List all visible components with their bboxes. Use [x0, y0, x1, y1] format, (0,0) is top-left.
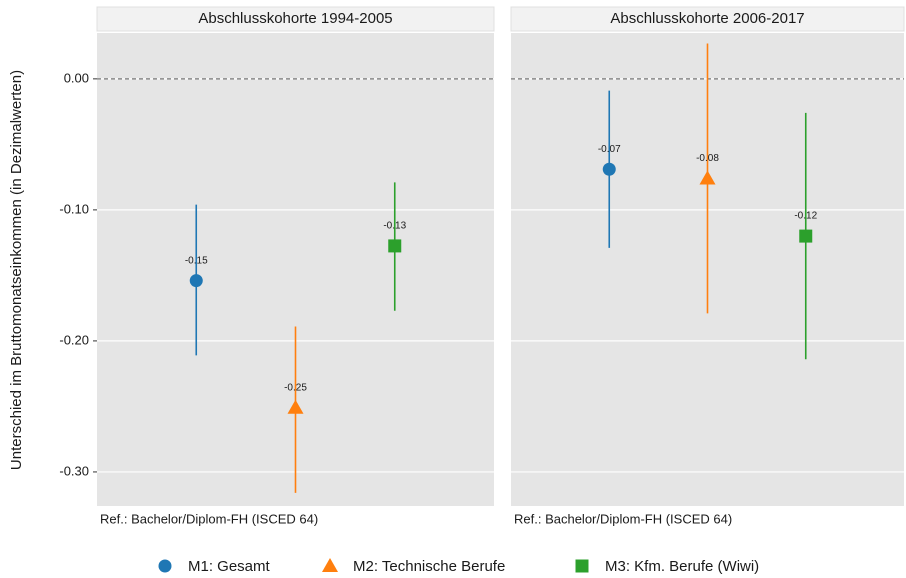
data-label: -0.15 [185, 255, 208, 266]
data-label: -0.12 [794, 211, 817, 222]
y-tick-label: -0.20 [59, 332, 89, 347]
y-tick-label: -0.10 [59, 201, 89, 216]
legend-label: M3: Kfm. Berufe (Wiwi) [605, 558, 759, 575]
point [287, 399, 304, 414]
strip [510, 6, 905, 32]
data-label: -0.13 [383, 221, 406, 232]
point [158, 559, 172, 573]
facet-title: Abschlusskohorte 2006-2017 [610, 10, 804, 27]
strip [96, 6, 495, 32]
legend-label: M2: Technische Berufe [353, 558, 505, 575]
note: Ref.: Bachelor/Diplom-FH (ISCED 64) [100, 511, 318, 526]
y-tick-label: -0.30 [59, 463, 89, 478]
facet-title: Abschlusskohorte 1994-2005 [198, 10, 392, 27]
point [322, 558, 338, 572]
point [699, 170, 716, 185]
point [602, 162, 616, 176]
point [189, 274, 203, 288]
y-axis-title: Unterschied im Bruttomonatseinkommen (in… [8, 70, 25, 470]
point [799, 229, 813, 243]
data-label: -0.08 [696, 153, 719, 164]
point [388, 239, 402, 253]
note: Ref.: Bachelor/Diplom-FH (ISCED 64) [514, 511, 732, 526]
data-label: -0.07 [598, 144, 621, 155]
data-label: -0.25 [284, 382, 307, 393]
y-tick-label: 0.00 [64, 70, 89, 85]
legend-label: M1: Gesamt [188, 558, 271, 575]
point [575, 559, 589, 573]
